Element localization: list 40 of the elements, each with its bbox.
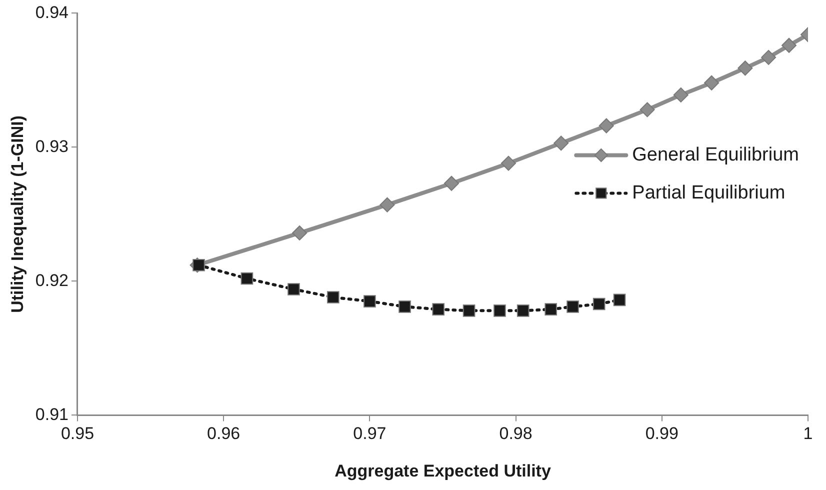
y-tick-label: 0.94	[35, 2, 68, 22]
point	[566, 300, 579, 313]
y-tick-label: 0.91	[35, 404, 68, 424]
point	[494, 304, 506, 317]
point	[432, 303, 445, 316]
point	[613, 294, 626, 306]
point	[398, 300, 411, 313]
legend-label: General Equilibrium	[632, 144, 800, 166]
point	[327, 291, 340, 304]
point	[364, 295, 376, 308]
point	[782, 38, 797, 53]
point	[516, 304, 530, 317]
x-tick-label: 0.97	[353, 424, 386, 444]
y-axis-title: Utility Inequality (1-GINI)	[8, 115, 27, 313]
point	[738, 60, 753, 76]
legend-label: Partial Equilibrium	[632, 182, 786, 204]
x-tick-label: 0.99	[645, 424, 678, 444]
point	[640, 102, 655, 118]
point	[292, 225, 308, 240]
point	[462, 304, 476, 317]
point	[288, 283, 300, 296]
x-tick-label: 0.98	[499, 424, 532, 444]
x-tick-label: 1	[803, 424, 813, 444]
point	[192, 258, 205, 272]
point	[554, 136, 569, 151]
point	[761, 50, 776, 65]
y-tick-label: 0.93	[35, 136, 68, 156]
point	[240, 272, 254, 285]
point	[673, 87, 688, 102]
point	[500, 156, 516, 171]
point	[598, 118, 614, 134]
point	[444, 176, 460, 191]
point	[544, 303, 558, 316]
point	[380, 197, 395, 212]
point	[592, 298, 606, 310]
x-axis-title: Aggregate Expected Utility	[334, 461, 552, 480]
point	[704, 75, 720, 90]
x-tick-label: 0.96	[207, 424, 240, 444]
x-tick-label: 0.95	[60, 424, 94, 444]
y-tick-label: 0.92	[35, 270, 68, 290]
